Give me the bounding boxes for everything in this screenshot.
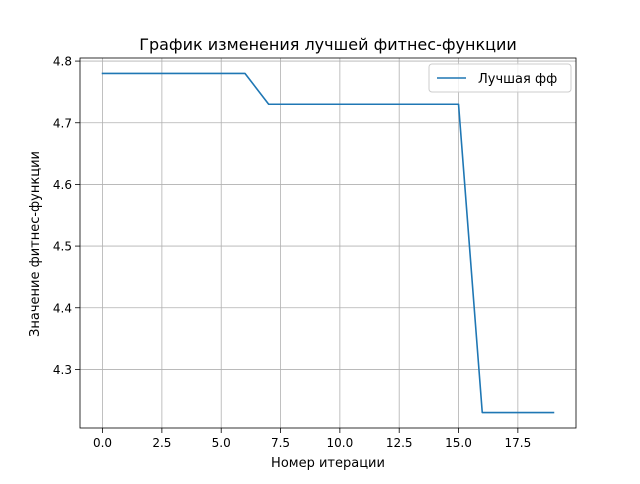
x-tick-label: 2.5 (152, 436, 171, 450)
x-tick-label: 7.5 (271, 436, 290, 450)
y-tick-label: 4.8 (53, 55, 72, 69)
y-axis-label: Значение фитнес-функции (28, 151, 43, 337)
grid-lines (80, 58, 576, 428)
x-tick-label: 10.0 (327, 436, 354, 450)
y-tick-label: 4.4 (53, 301, 72, 315)
legend: Лучшая фф (428, 63, 572, 93)
legend-label: Лучшая фф (478, 72, 557, 87)
series-layer (101, 72, 555, 414)
x-tick-label: 0.0 (93, 436, 112, 450)
series-line (101, 72, 555, 414)
legend-box (428, 63, 572, 93)
x-tick-label: 12.5 (386, 436, 413, 450)
y-axis-ticks: 4.3 4.4 4.5 4.6 4.7 4.8 (53, 55, 80, 377)
x-axis-ticks: 0.0 2.5 5.0 7.5 10.0 12.5 15.0 17.5 (93, 428, 531, 450)
y-tick-label: 4.3 (53, 363, 72, 377)
y-tick-label: 4.7 (53, 116, 72, 130)
chart-title: График изменения лучшей фитнес-функции (139, 35, 517, 54)
x-axis-label: Номер итерации (271, 456, 385, 471)
x-tick-label: 15.0 (445, 436, 472, 450)
x-tick-label: 17.5 (504, 436, 531, 450)
y-tick-label: 4.6 (53, 178, 72, 192)
plot-frame (79, 57, 577, 429)
x-tick-label: 5.0 (212, 436, 231, 450)
y-tick-label: 4.5 (53, 240, 72, 254)
